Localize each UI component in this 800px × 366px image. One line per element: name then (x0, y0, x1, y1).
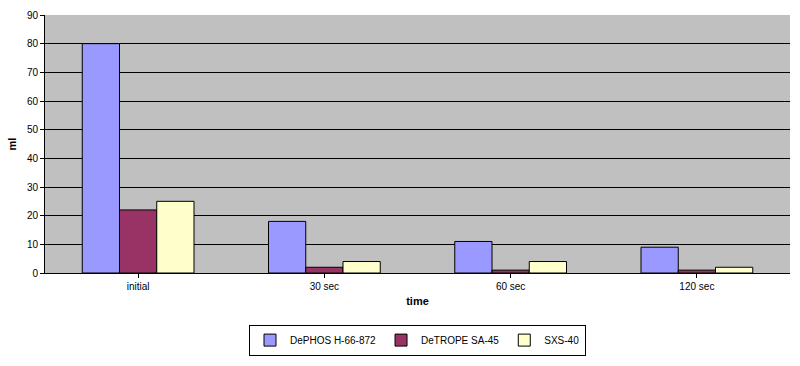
svg-text:ml: ml (6, 138, 18, 151)
svg-text:10: 10 (27, 239, 39, 250)
svg-text:40: 40 (27, 153, 39, 164)
svg-text:50: 50 (27, 124, 39, 135)
svg-text:70: 70 (27, 67, 39, 78)
svg-text:60: 60 (27, 96, 39, 107)
svg-text:0: 0 (32, 268, 38, 279)
svg-text:30: 30 (27, 182, 39, 193)
svg-text:time: time (406, 295, 429, 307)
svg-text:20: 20 (27, 210, 39, 221)
svg-text:120 sec: 120 sec (679, 281, 714, 292)
svg-text:90: 90 (27, 10, 39, 21)
svg-text:DePHOS H-66-872: DePHOS H-66-872 (290, 335, 376, 346)
svg-text:SXS-40: SXS-40 (544, 335, 579, 346)
svg-text:30 sec: 30 sec (310, 281, 339, 292)
svg-text:60 sec: 60 sec (496, 281, 525, 292)
svg-text:80: 80 (27, 38, 39, 49)
svg-text:initial: initial (127, 281, 150, 292)
svg-text:DeTROPE SA-45: DeTROPE SA-45 (421, 335, 499, 346)
